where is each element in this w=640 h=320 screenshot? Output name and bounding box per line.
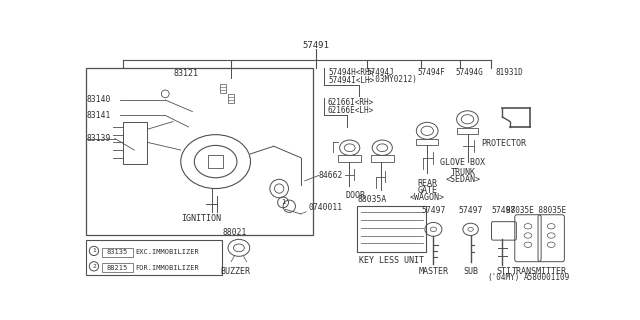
Text: 1: 1: [92, 248, 96, 253]
Bar: [86, 68, 312, 235]
Text: ('04MY): ('04MY): [488, 273, 520, 282]
Bar: [358, 206, 426, 252]
Text: 57494F: 57494F: [417, 68, 445, 77]
Text: 62166I<RH>: 62166I<RH>: [328, 99, 374, 108]
Text: PROTECTOR: PROTECTOR: [481, 139, 527, 148]
Text: 88215: 88215: [107, 265, 128, 271]
Text: A580001109: A580001109: [524, 273, 570, 282]
Text: 81931D: 81931D: [495, 68, 523, 77]
Text: GLOVE BOX: GLOVE BOX: [440, 158, 485, 167]
Text: 57494J: 57494J: [367, 68, 394, 77]
Bar: [86, 240, 222, 275]
Text: 62166E<LH>: 62166E<LH>: [328, 106, 374, 115]
Text: 88021: 88021: [223, 228, 247, 237]
Text: 83140: 83140: [87, 95, 111, 105]
Text: MASTER: MASTER: [419, 267, 449, 276]
Text: REAR: REAR: [417, 179, 437, 188]
FancyBboxPatch shape: [80, 38, 576, 285]
Text: <WAGON>: <WAGON>: [410, 193, 445, 202]
Text: 83139: 83139: [87, 134, 111, 143]
Bar: [338, 156, 362, 162]
Text: KEY LESS UNIT: KEY LESS UNIT: [359, 256, 424, 265]
Text: 83141: 83141: [87, 111, 111, 120]
Text: 84662: 84662: [319, 171, 343, 180]
Bar: [102, 248, 132, 257]
Text: 57497: 57497: [458, 206, 483, 215]
Bar: [228, 94, 234, 103]
Text: 57497: 57497: [421, 206, 445, 215]
Text: BUZZER: BUZZER: [220, 267, 250, 276]
Text: 57497: 57497: [492, 206, 516, 215]
Bar: [208, 156, 223, 168]
Bar: [371, 156, 394, 162]
Text: 0740011: 0740011: [308, 203, 343, 212]
Text: -'03MY0212): -'03MY0212): [367, 75, 418, 84]
Text: 83121: 83121: [173, 69, 198, 78]
Text: EXC.IMMOBILIZER: EXC.IMMOBILIZER: [135, 250, 199, 255]
Bar: [417, 139, 438, 145]
Text: DOOR: DOOR: [345, 191, 365, 200]
Text: 88035A: 88035A: [358, 195, 387, 204]
Text: 57494H<RH>: 57494H<RH>: [328, 68, 374, 77]
Bar: [102, 263, 132, 273]
Text: 88035E 88035E: 88035E 88035E: [506, 206, 566, 215]
Bar: [457, 128, 478, 134]
Text: 57491: 57491: [302, 42, 329, 51]
Text: TRUNK: TRUNK: [451, 168, 476, 177]
Text: 57494I<LH>: 57494I<LH>: [328, 76, 374, 85]
Text: STI: STI: [497, 267, 511, 276]
Bar: [220, 84, 227, 93]
Text: FOR.IMMOBILIZER: FOR.IMMOBILIZER: [135, 265, 199, 271]
Text: GATE: GATE: [417, 186, 437, 195]
Text: 57494G: 57494G: [456, 68, 484, 77]
Text: SUB: SUB: [463, 267, 478, 276]
Text: 2: 2: [92, 264, 96, 269]
Text: 1: 1: [281, 199, 285, 205]
Text: 83135: 83135: [107, 250, 128, 255]
Text: TRANSMITTER: TRANSMITTER: [512, 267, 567, 276]
Text: IGNITION: IGNITION: [180, 214, 221, 223]
Bar: [123, 122, 147, 164]
Text: <SEDAN>: <SEDAN>: [445, 175, 481, 184]
